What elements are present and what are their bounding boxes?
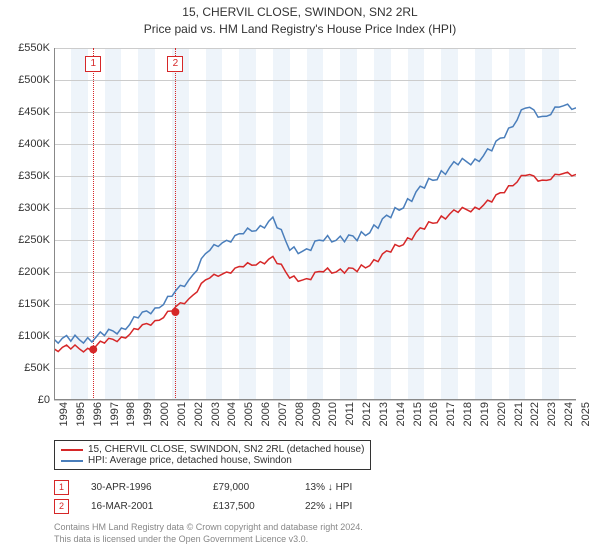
transaction-row-2: 2 16-MAR-2001 £137,500 22% ↓ HPI [54,499,352,514]
transaction-row-1: 1 30-APR-1996 £79,000 13% ↓ HPI [54,480,352,495]
title-line2: Price paid vs. HM Land Registry's House … [0,21,600,38]
footer-line1: Contains HM Land Registry data © Crown c… [54,522,580,534]
chart-container: 15, CHERVIL CLOSE, SWINDON, SN2 2RL Pric… [0,0,600,560]
chart-plot-area: 12 [54,48,576,400]
tx-date-2: 16-MAR-2001 [91,501,191,512]
x-axis-line [54,399,576,400]
transaction-rows: 1 30-APR-1996 £79,000 13% ↓ HPI 2 16-MAR… [54,480,352,518]
tx-delta-2: 22% ↓ HPI [305,501,352,512]
legend-swatch-blue [61,460,83,462]
footer-line2: This data is licensed under the Open Gov… [54,534,580,546]
tx-marker-1: 1 [54,480,69,495]
tx-marker-2: 2 [54,499,69,514]
footer: Contains HM Land Registry data © Crown c… [54,522,580,545]
legend-item-red: 15, CHERVIL CLOSE, SWINDON, SN2 2RL (det… [61,444,364,455]
legend-label-blue: HPI: Average price, detached house, Swin… [88,455,292,466]
line-chart-svg [54,48,576,400]
tx-price-1: £79,000 [213,482,283,493]
legend: 15, CHERVIL CLOSE, SWINDON, SN2 2RL (det… [54,440,371,470]
legend-swatch-red [61,449,83,451]
title-block: 15, CHERVIL CLOSE, SWINDON, SN2 2RL Pric… [0,0,600,38]
tx-date-1: 30-APR-1996 [91,482,191,493]
y-axis-line [54,48,55,400]
tx-delta-1: 13% ↓ HPI [305,482,352,493]
legend-item-blue: HPI: Average price, detached house, Swin… [61,455,364,466]
title-line1: 15, CHERVIL CLOSE, SWINDON, SN2 2RL [0,4,600,21]
legend-label-red: 15, CHERVIL CLOSE, SWINDON, SN2 2RL (det… [88,444,364,455]
tx-price-2: £137,500 [213,501,283,512]
